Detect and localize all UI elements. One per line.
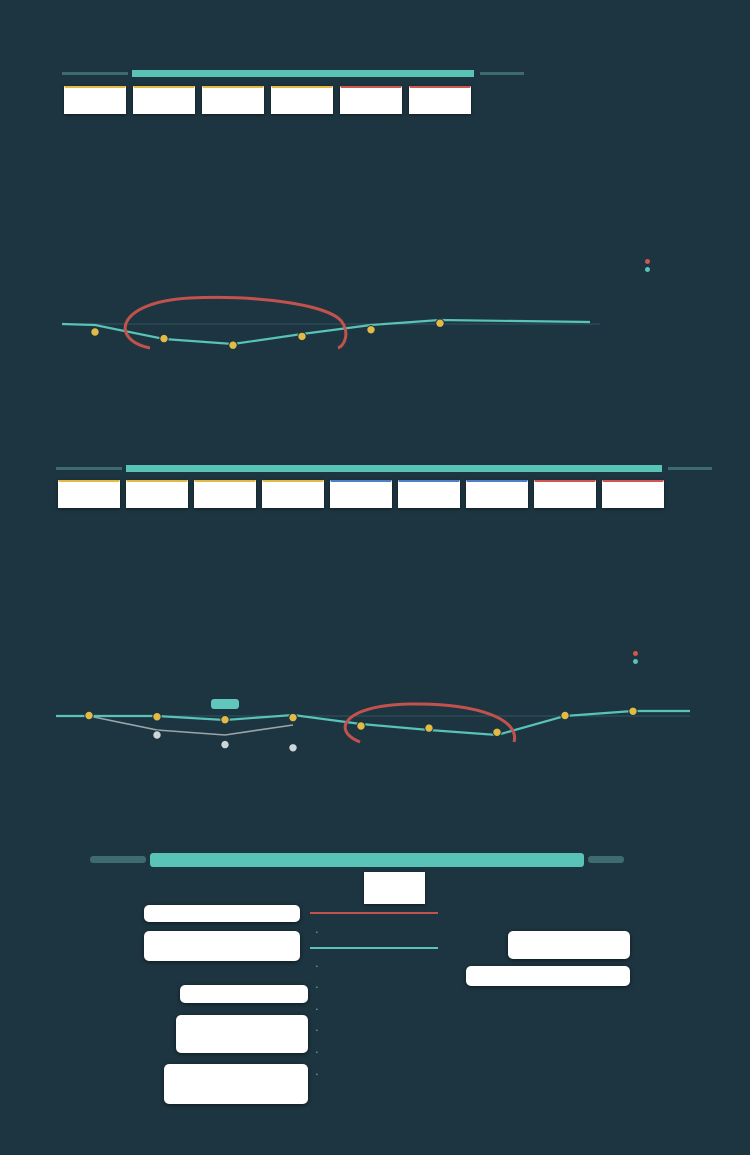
legend-teal-dot-icon (633, 658, 638, 664)
map3-right-note (466, 966, 630, 986)
map2-curve-point (152, 712, 162, 722)
map1-curve (61, 318, 591, 346)
map1-legend (645, 258, 654, 274)
map3-left-note (164, 1064, 308, 1104)
map1-header-bar-left (62, 72, 128, 75)
map3-bullet (316, 1049, 324, 1057)
map2-secondary-point (288, 743, 298, 753)
legend-red-dot-icon (645, 258, 650, 264)
map1-stage-card (340, 86, 402, 114)
map2-highlight-badge (211, 699, 239, 709)
map1-header-bar (132, 70, 474, 77)
map3-right-note (508, 931, 630, 959)
map3-left-note (144, 905, 300, 922)
map2-legend (633, 650, 642, 666)
map1-stage-card (64, 86, 126, 114)
map2-stage-card (466, 480, 528, 508)
map2-secondary-curve (88, 715, 294, 736)
map1-curve-point (228, 340, 238, 350)
map2-stage-card (58, 480, 120, 508)
map2-curve-point (492, 727, 502, 737)
legend-red-dot-icon (633, 650, 638, 656)
map2-stage-card (126, 480, 188, 508)
map2-header-bar-right (668, 467, 712, 470)
map2-curve-point (424, 723, 434, 733)
map2-curve-point (220, 715, 230, 725)
map3-bullet (316, 963, 324, 971)
map2-stage-card (194, 480, 256, 508)
map3-left-note (180, 985, 308, 1003)
map2-legend-item (633, 658, 642, 666)
map3-active-tab-card[interactable] (364, 872, 425, 904)
map3-bullet (316, 1006, 324, 1014)
map3-bullet (316, 984, 324, 992)
legend-teal-dot-icon (645, 266, 650, 272)
map1-curve-point (435, 318, 445, 328)
map2-stage-card (534, 480, 596, 508)
map2-curve-point (560, 710, 570, 721)
map2-curve-point (84, 710, 94, 721)
map2-highlight-loop (343, 702, 517, 744)
map1-legend-item (645, 266, 654, 274)
map2-stage-card (398, 480, 460, 508)
map3-bullet (316, 1071, 324, 1079)
map3-left-note (176, 1015, 308, 1053)
map1-stage-card (409, 86, 471, 114)
map1-stage-card (133, 86, 195, 114)
map2-curve-point (628, 706, 638, 716)
map2-legend-item (633, 650, 642, 658)
map2-header-bar (126, 465, 662, 472)
map1-header-bar-right (480, 72, 524, 75)
map1-curve-point (366, 325, 376, 335)
map2-stage-card (262, 480, 324, 508)
map2-stage-card (330, 480, 392, 508)
map2-header-bar-left (56, 467, 122, 470)
map1-curve-point (90, 327, 100, 337)
map1-curve-point (159, 333, 169, 344)
map1-legend-item (645, 258, 654, 266)
map3-left-note (144, 931, 300, 961)
map3-bar-left-cap (90, 856, 146, 863)
map1-stage-card (202, 86, 264, 114)
map2-secondary-point (152, 730, 162, 740)
map1-stage-card (271, 86, 333, 114)
map2-curve-point (288, 712, 298, 723)
map2-stage-card (602, 480, 664, 508)
map1-curve-point (297, 331, 307, 342)
map1-highlight-loop (123, 296, 348, 350)
map3-bullet (316, 1027, 324, 1035)
map3-bullet (316, 929, 324, 937)
map2-secondary-point (220, 739, 230, 750)
map3-bar (150, 853, 584, 867)
map2-curve-point (356, 721, 366, 731)
map3-bar-right-cap (588, 856, 624, 863)
